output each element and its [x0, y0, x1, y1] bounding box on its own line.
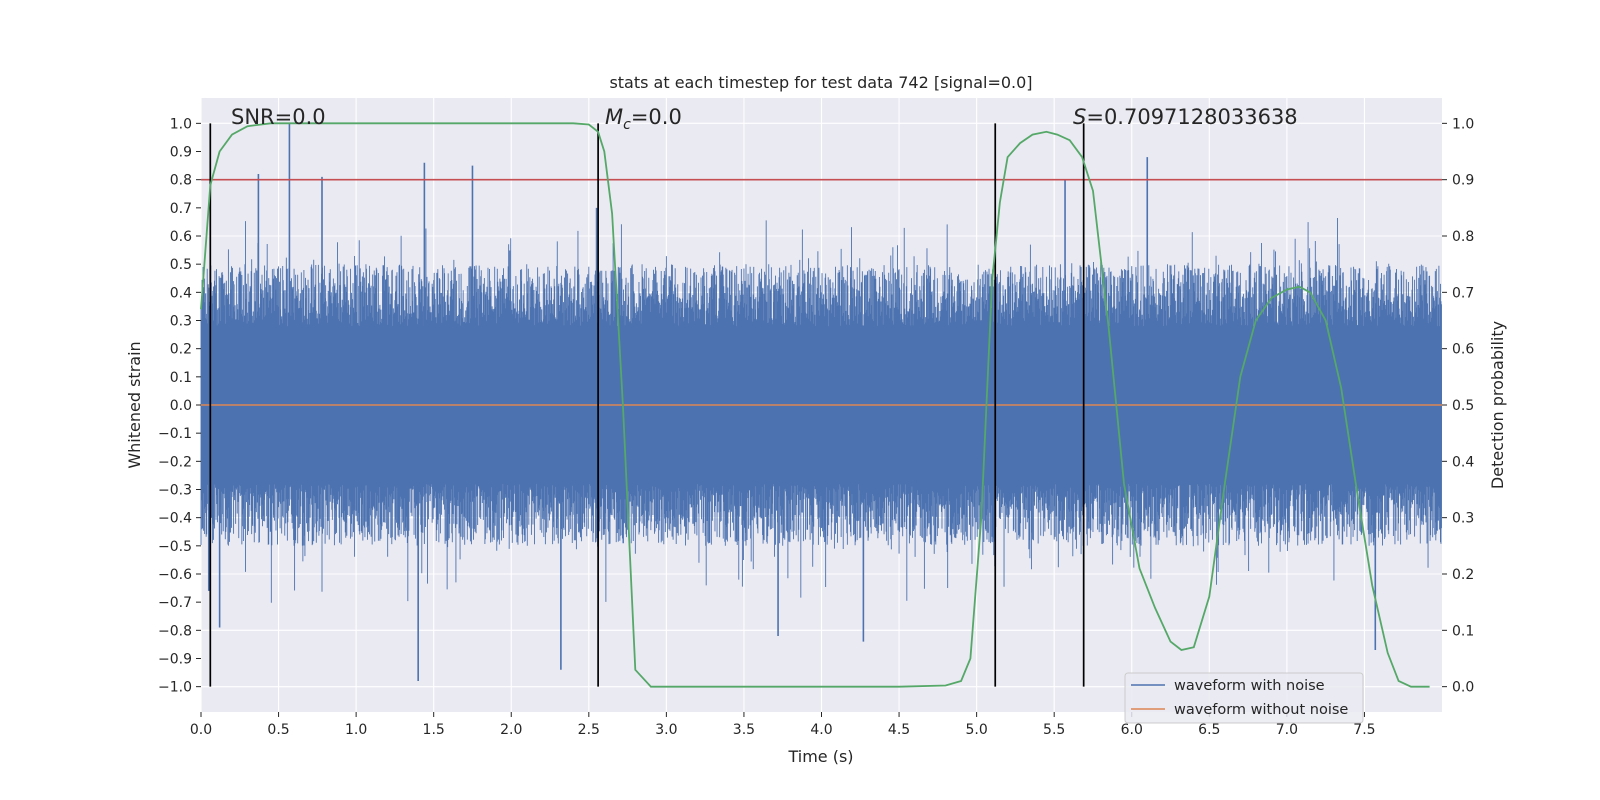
y2-tick-label: 0.6: [1452, 342, 1474, 358]
y-tick-label: −0.4: [158, 511, 192, 527]
s-value: =0.7097128033638: [1086, 105, 1297, 129]
legend-label-clean: waveform without noise: [1174, 702, 1348, 718]
y-tick-label: −0.9: [158, 651, 192, 667]
left-y-axis-ticks: 1.0 0.9 0.8 0.7 0.6 0.5 0.4 0.3 0.2 0.1 0.0 −0.1 −0.…: [158, 116, 201, 696]
y-tick-label: 0.3: [170, 314, 192, 330]
x-tick-label: 1.5: [423, 722, 445, 738]
x-tick-label: 6.5: [1198, 722, 1220, 738]
y2-tick-label: 0.3: [1452, 511, 1474, 527]
y2-tick-label: 0.8: [1452, 229, 1474, 245]
y-tick-label: 0.6: [170, 229, 192, 245]
y2-tick-label: 0.2: [1452, 567, 1474, 583]
x-tick-label: 3.0: [655, 722, 677, 738]
y-tick-label: −0.8: [158, 623, 192, 639]
x-axis-label: Time (s): [787, 747, 853, 766]
y2-tick-label: 0.1: [1452, 623, 1474, 639]
chirp-mass-symbol: M: [605, 105, 623, 129]
x-tick-label: 6.0: [1121, 722, 1143, 738]
y-tick-label: −0.2: [158, 454, 192, 470]
y-tick-label: 0.9: [170, 145, 192, 161]
x-tick-label: 2.0: [500, 722, 522, 738]
vertical-markers: [209, 123, 1085, 687]
y-tick-label: −0.1: [158, 426, 192, 442]
x-tick-label: 1.0: [345, 722, 367, 738]
y2-axis-label: Detection probability: [1488, 321, 1507, 489]
y2-tick-label: 0.9: [1452, 173, 1474, 189]
x-tick-label: 0.0: [190, 722, 212, 738]
y-tick-label: 0.8: [170, 173, 192, 189]
y-tick-label: 0.4: [170, 285, 192, 301]
chart-title: stats at each timestep for test data 742…: [609, 73, 1032, 92]
y-tick-label: 0.7: [170, 201, 192, 217]
x-tick-label: 5.5: [1043, 722, 1065, 738]
right-y-axis-ticks: 1.0 0.9 0.8 0.7 0.6 0.5 0.4 0.3 0.2 0.1 0.0: [1442, 116, 1474, 696]
chirp-mass-subscript: c: [623, 117, 631, 133]
x-tick-label: 7.5: [1353, 722, 1375, 738]
x-tick-label: 7.0: [1276, 722, 1298, 738]
x-tick-label: 2.5: [578, 722, 600, 738]
y-tick-label: 0.0: [170, 398, 192, 414]
y2-tick-label: 0.5: [1452, 398, 1474, 414]
x-tick-label: 5.0: [965, 722, 987, 738]
chirp-mass-annotation: Mc=0.0: [605, 105, 682, 133]
x-tick-label: 4.5: [888, 722, 910, 738]
y-tick-label: −0.5: [158, 539, 192, 555]
x-axis-ticks: 0.0 0.5 1.0 1.5 2.0 2.5 3.0 3.5 4.0 4.5 5.0 5.5 6.0 6…: [190, 712, 1376, 738]
y-tick-label: 0.5: [170, 257, 192, 273]
legend: waveform with noise waveform without noi…: [1124, 672, 1364, 724]
y-tick-label: −0.6: [158, 567, 192, 583]
legend-box: [1124, 672, 1364, 724]
y2-tick-label: 0.0: [1452, 680, 1474, 696]
y-tick-label: 0.1: [170, 370, 192, 386]
y-tick-label: 0.2: [170, 342, 192, 358]
x-tick-label: 4.0: [810, 722, 832, 738]
x-tick-label: 3.5: [733, 722, 755, 738]
y2-tick-label: 0.7: [1452, 285, 1474, 301]
chirp-mass-value: =0.0: [631, 105, 682, 129]
detection-probability-line: [200, 122, 1430, 688]
s-annotation: S=0.7097128033638: [1073, 105, 1298, 129]
legend-label-noise: waveform with noise: [1174, 678, 1325, 694]
x-tick-label: 0.5: [267, 722, 289, 738]
y-tick-label: −0.7: [158, 595, 192, 611]
y-axis-label: Whitened strain: [125, 341, 144, 468]
snr-annotation: SNR=0.0: [231, 105, 326, 129]
y-tick-label: 1.0: [170, 116, 192, 132]
y2-tick-label: 0.4: [1452, 454, 1474, 470]
y2-tick-label: 1.0: [1452, 116, 1474, 132]
s-symbol: S: [1073, 105, 1086, 129]
y-tick-label: −0.3: [158, 482, 192, 498]
y-tick-label: −1.0: [158, 680, 192, 696]
